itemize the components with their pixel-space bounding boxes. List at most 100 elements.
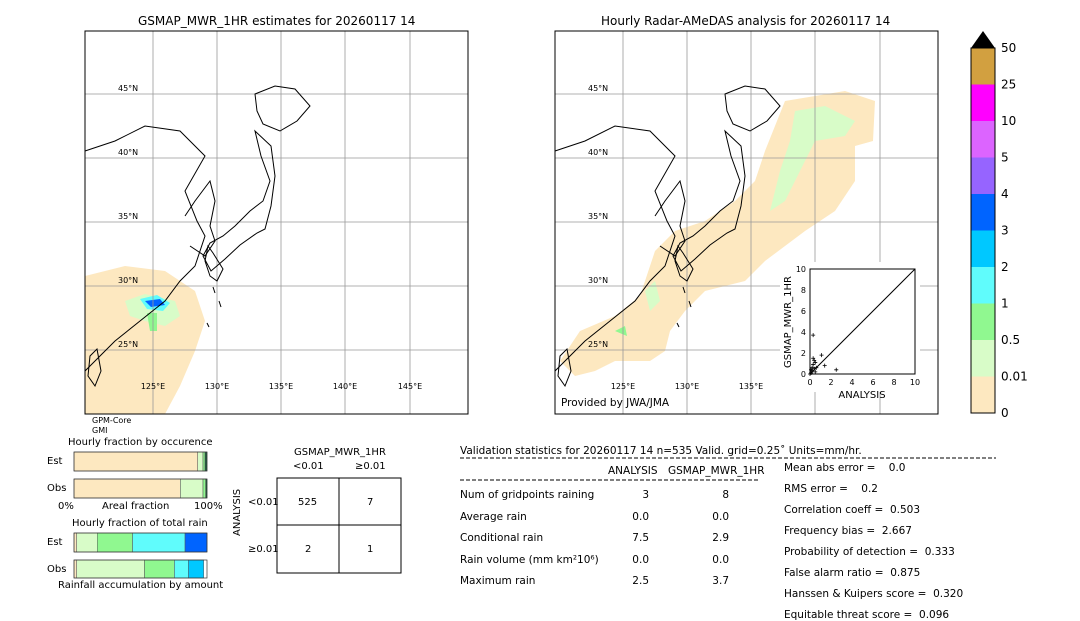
lon-label: 130°E: [675, 382, 699, 391]
colorbar-tick: 0.01: [1001, 370, 1028, 384]
stat-gsmap: 0.0: [712, 510, 729, 523]
scatter-point: [819, 353, 824, 358]
lat-label: 40°N: [588, 148, 608, 157]
coastline: [674, 244, 694, 282]
validation-header: Validation statistics for 20260117 14 n=…: [460, 445, 862, 457]
coastline: [724, 85, 781, 132]
scatter-point: [813, 360, 818, 365]
credit-label: Provided by JWA/JMA: [561, 397, 670, 409]
obs-label: Obs: [47, 564, 67, 575]
stat-label: Rain volume (mm km²10⁶): [460, 553, 599, 566]
y-tick-label: 2: [801, 349, 806, 358]
rain-obs-bar: [174, 559, 189, 579]
scatter-point: [814, 365, 819, 370]
lon-label: 130°E: [205, 382, 229, 391]
colorbar-tick: 1: [1001, 297, 1009, 311]
axis-left-label: 0%: [58, 501, 74, 512]
axis-right-label: 100%: [194, 501, 223, 512]
coastline: [672, 129, 746, 272]
scatter-point: [812, 358, 817, 363]
occurrence-est-bar: [197, 451, 204, 472]
rain-field: [770, 106, 855, 211]
x-tick-label: 6: [870, 378, 875, 387]
rain-est-bar: [76, 532, 98, 553]
stat-label: Conditional rain: [460, 532, 544, 544]
colorbar-tick: 4: [1001, 187, 1009, 201]
left-map-area: [84, 30, 469, 415]
colorbar-tick: 25: [1001, 78, 1016, 92]
coastline: [557, 347, 572, 388]
stat-label: Num of gridpoints raining: [460, 489, 595, 501]
lon-label: 140°E: [333, 382, 357, 391]
score-line: Hanssen & Kuipers score = 0.320: [784, 588, 964, 600]
left-map-frame: [84, 30, 469, 415]
scatter-point: [811, 362, 816, 367]
scatter-point: [808, 372, 812, 376]
lon-label: 125°E: [141, 382, 165, 391]
occurrence-obs-bar-frame: [73, 478, 208, 499]
rain-field: [615, 326, 627, 336]
contingency-col-title: GSMAP_MWR_1HR: [294, 447, 386, 458]
coastline: [206, 286, 222, 328]
score-line: Frequency bias = 2.667: [784, 525, 912, 537]
coastline: [84, 125, 206, 372]
lat-label: 30°N: [118, 276, 138, 285]
y-tick-label: 0: [801, 370, 806, 379]
y-axis-label: GSMAP_MWR_1HR: [783, 276, 794, 368]
x-tick-label: 8: [891, 378, 896, 387]
occurrence-est-bar: [202, 451, 206, 472]
lat-label: 40°N: [118, 148, 138, 157]
rain-est-bar: [73, 532, 77, 553]
x-tick-label: 10: [910, 378, 920, 387]
col-analysis: ANALYSIS: [608, 465, 658, 477]
est-label: Est: [47, 456, 63, 467]
rain-est-bar: [97, 532, 133, 553]
score-line: Equitable threat score = 0.096: [784, 609, 950, 621]
occurrence-title: Hourly fraction by occurence: [68, 437, 213, 448]
rain-obs-bar-frame: [73, 559, 208, 579]
coastline: [204, 244, 224, 282]
colorbar-segment: [971, 48, 995, 85]
rain-obs-bar: [188, 559, 204, 579]
colorbar-segment: [971, 157, 995, 194]
occurrence-obs-bar: [73, 478, 181, 499]
colorbar-segment: [971, 84, 995, 121]
contingency-row: ≥0.01: [248, 544, 279, 555]
occurrence-obs-bar: [202, 478, 206, 499]
lon-label: 125°E: [611, 382, 635, 391]
score-line: Mean abs error = 0.0: [784, 462, 906, 474]
x-tick-label: 4: [849, 378, 854, 387]
right-map-title: Hourly Radar-AMeDAS analysis for 2026011…: [601, 14, 891, 28]
scatter-point: [834, 367, 839, 372]
y-tick-label: 6: [801, 307, 806, 316]
stat-gsmap: 8: [722, 489, 729, 501]
score-line: RMS error = 0.2: [784, 483, 878, 495]
diagonal-line: [809, 268, 916, 375]
rain-est-bar: [184, 532, 208, 553]
coastline: [254, 85, 311, 132]
stat-gsmap: 2.9: [712, 532, 729, 544]
colorbar-frame: [970, 47, 996, 414]
colorbar-segment: [971, 121, 995, 158]
lon-label: 145°E: [398, 382, 422, 391]
lat-label: 45°N: [118, 84, 138, 93]
coastline: [676, 286, 692, 328]
rain-field: [645, 281, 660, 311]
coastline: [202, 129, 276, 272]
lat-label: 45°N: [588, 84, 608, 93]
est-label: Est: [47, 537, 63, 548]
colorbar-tick: 2: [1001, 260, 1009, 274]
cell: 525: [298, 497, 318, 508]
colorbar-segment: [971, 376, 995, 413]
areal-fraction-label: Areal fraction: [102, 501, 170, 512]
rain-obs-bar: [144, 559, 175, 579]
scatter-point: [822, 363, 827, 368]
scatter-point: [810, 365, 815, 370]
left-map-title: GSMAP_MWR_1HR estimates for 20260117 14: [138, 14, 416, 28]
rain-field: [147, 313, 157, 331]
colorbar-tick: 3: [1001, 224, 1009, 238]
scatter-point: [813, 369, 818, 374]
occurrence-est-bar-frame: [73, 451, 208, 472]
lat-label: 35°N: [118, 212, 138, 221]
sensor-label: GMI: [92, 426, 108, 435]
